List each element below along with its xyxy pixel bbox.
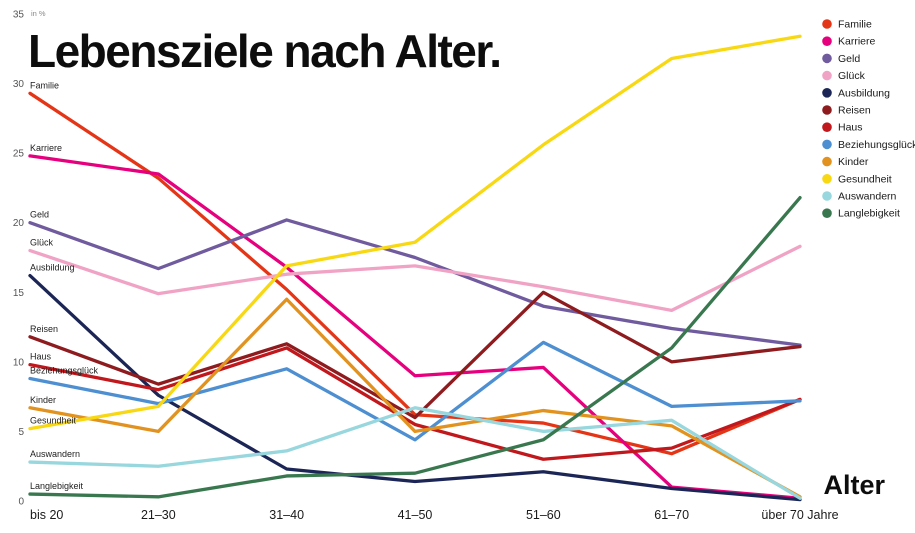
legend-label-beziehungsgluck: Beziehungsglück	[838, 139, 915, 151]
legend-label-gesundheit: Gesundheit	[838, 173, 892, 185]
y-tick-label: 15	[13, 288, 25, 299]
series-start-label-beziehungsgluck: Beziehungsglück	[30, 366, 99, 376]
series-line-reisen	[28, 290, 802, 420]
series-line-gesundheit	[28, 34, 802, 431]
legend-dot-ausbildung	[822, 88, 832, 98]
series-line-ausbildung	[28, 273, 802, 502]
legend-label-gluck: Glück	[838, 70, 866, 82]
x-tick-label: 41–50	[398, 508, 433, 522]
series-line-kinder	[28, 297, 802, 499]
series-start-label-familie: Familie	[30, 80, 59, 90]
legend-label-kinder: Kinder	[838, 156, 869, 168]
y-tick-label: 25	[13, 149, 25, 160]
legend-label-karriere: Karriere	[838, 36, 876, 48]
chart-title: Lebensziele nach Alter.	[28, 25, 502, 77]
legend-label-familie: Familie	[838, 19, 872, 31]
x-tick-label: 21–30	[141, 508, 176, 522]
y-tick-label: 5	[18, 427, 24, 438]
series-line-familie	[28, 91, 802, 456]
series-start-label-geld: Geld	[30, 210, 49, 220]
legend-dot-geld	[822, 53, 832, 64]
series-start-label-kinder: Kinder	[30, 395, 56, 405]
legend-label-reisen: Reisen	[838, 105, 871, 117]
series-start-label-karriere: Karriere	[30, 143, 62, 153]
series-line-langlebigkeit	[28, 196, 802, 499]
y-tick-label: 10	[13, 357, 25, 368]
legend-dot-langlebigkeit	[822, 208, 832, 218]
series-start-label-haus: Haus	[30, 352, 52, 362]
series-start-label-auswandern: Auswandern	[30, 449, 80, 459]
y-tick-label: 30	[13, 79, 25, 90]
x-tick-label: über 70 Jahre	[761, 508, 838, 522]
series-line-haus	[28, 346, 802, 461]
legend-dot-auswandern	[822, 191, 832, 201]
series-line-geld	[28, 218, 802, 347]
legend-label-ausbildung: Ausbildung	[838, 87, 890, 99]
series-start-label-gesundheit: Gesundheit	[30, 416, 77, 426]
legend-dot-reisen	[822, 105, 832, 115]
legend-label-geld: Geld	[838, 53, 860, 65]
series-line-gluck	[28, 244, 802, 313]
legend-dot-kinder	[822, 156, 832, 167]
series-start-label-reisen: Reisen	[30, 324, 58, 334]
series-line-beziehungsgluck	[28, 340, 802, 442]
legend-label-haus: Haus	[838, 122, 863, 134]
x-axis-title: Alter	[823, 470, 885, 500]
x-tick-label: 51–60	[526, 508, 561, 522]
x-tick-label: bis 20	[30, 508, 63, 522]
x-tick-label: 61–70	[654, 508, 689, 522]
legend-dot-gesundheit	[822, 174, 832, 184]
y-axis-unit-label: in %	[31, 9, 46, 18]
series-start-label-langlebigkeit: Langlebigkeit	[30, 481, 84, 491]
legend-label-langlebigkeit: Langlebigkeit	[838, 208, 900, 220]
legend-dot-familie	[822, 19, 832, 29]
y-tick-label: 0	[18, 497, 24, 508]
legend-dot-haus	[822, 122, 832, 132]
series-start-label-gluck: Glück	[30, 238, 54, 248]
legend-dot-gluck	[822, 70, 832, 81]
series-start-label-ausbildung: Ausbildung	[30, 263, 75, 273]
legend-label-auswandern: Auswandern	[838, 191, 897, 203]
legend-dot-karriere	[822, 36, 832, 46]
y-tick-label: 20	[13, 218, 25, 229]
series-line-auswandern	[28, 406, 802, 500]
x-tick-label: 31–40	[269, 508, 304, 522]
y-tick-label: 35	[13, 10, 25, 21]
legend-dot-beziehungsgluck	[822, 139, 832, 150]
